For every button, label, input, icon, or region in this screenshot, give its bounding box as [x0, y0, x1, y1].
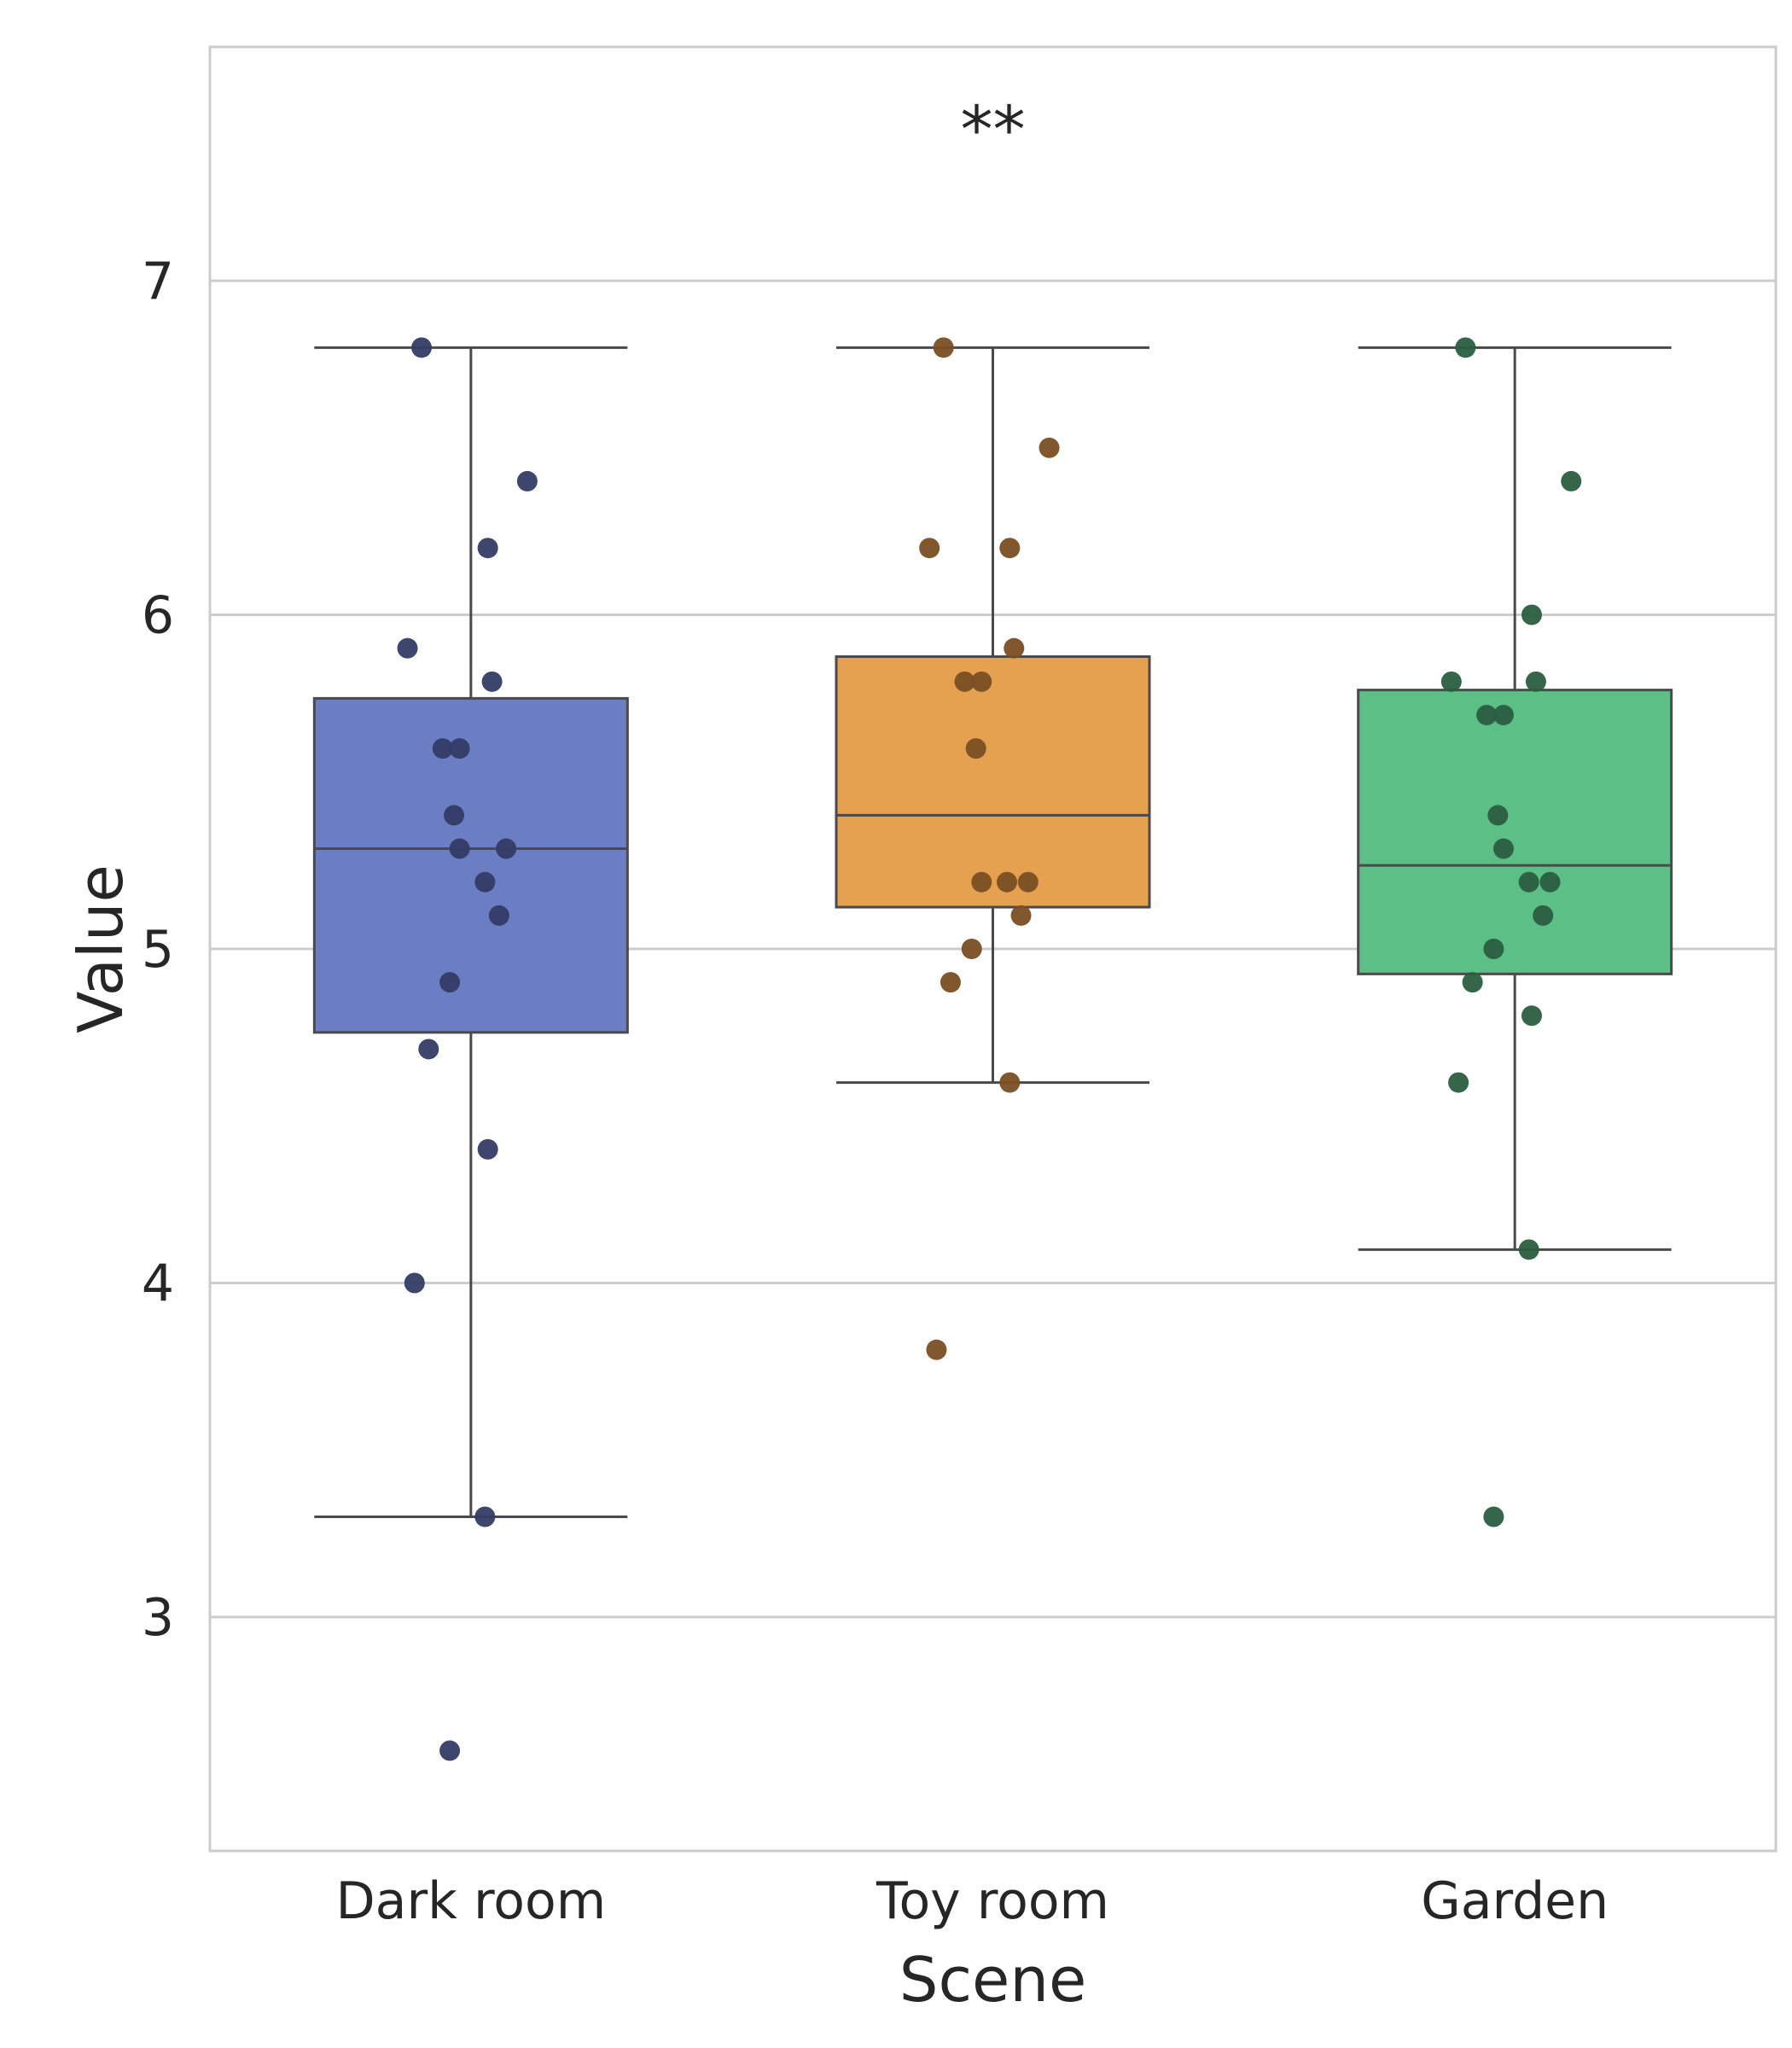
data-point — [1017, 871, 1039, 893]
data-point — [477, 1138, 498, 1160]
data-point — [488, 905, 509, 926]
data-point — [1448, 1072, 1469, 1093]
data-point — [1525, 671, 1546, 692]
data-point — [1462, 972, 1483, 993]
significance-annotation: ** — [961, 91, 1026, 167]
data-point — [1476, 704, 1498, 725]
data-point — [1455, 337, 1476, 358]
y-tick-label: 7 — [142, 252, 174, 311]
data-point — [1010, 905, 1032, 926]
y-axis-title: Value — [65, 864, 137, 1033]
data-point — [919, 538, 940, 559]
data-point — [1483, 939, 1504, 959]
data-point — [1521, 604, 1542, 625]
data-point — [1518, 1239, 1539, 1260]
data-point — [444, 805, 465, 826]
data-point — [411, 337, 433, 358]
data-point — [1492, 838, 1514, 859]
data-point — [999, 1072, 1021, 1093]
data-point — [516, 470, 538, 492]
data-point — [1539, 871, 1561, 893]
data-point — [933, 337, 954, 358]
data-point — [477, 538, 498, 559]
data-point — [439, 1740, 461, 1761]
x-tick-labels: Dark room Toy room Garden — [335, 1871, 1609, 1931]
data-point — [1492, 704, 1514, 725]
data-point — [449, 738, 470, 759]
plot-area-frame — [208, 45, 1777, 1853]
data-point — [481, 671, 503, 692]
box-dark-room — [312, 696, 629, 1034]
x-axis-title: Scene — [899, 1944, 1087, 2016]
y-tick-labels: 3 4 5 6 7 — [142, 252, 174, 1648]
data-point — [1561, 470, 1582, 492]
data-point — [1440, 671, 1462, 692]
y-tick-label: 6 — [142, 586, 174, 646]
data-point — [965, 738, 986, 759]
box-toy-room — [835, 655, 1151, 909]
x-tick-label: Toy room — [876, 1871, 1109, 1931]
x-tick-label: Dark room — [335, 1871, 606, 1931]
data-point — [1533, 905, 1554, 926]
data-point — [940, 972, 961, 993]
data-point — [449, 838, 470, 859]
data-point — [496, 838, 517, 859]
data-point — [961, 939, 982, 959]
data-point — [971, 671, 992, 692]
data-point — [926, 1339, 947, 1360]
box-garden — [1357, 689, 1673, 975]
data-point — [418, 1039, 439, 1060]
data-point — [1518, 871, 1539, 893]
data-point — [397, 637, 418, 659]
y-tick-label: 4 — [142, 1254, 174, 1313]
data-point — [474, 871, 496, 893]
y-tick-label: 3 — [142, 1588, 174, 1648]
y-tick-label: 5 — [142, 920, 174, 980]
data-point — [404, 1272, 425, 1294]
data-points — [397, 337, 1582, 1761]
data-point — [997, 871, 1018, 893]
data-point — [1483, 1506, 1504, 1527]
data-point — [1521, 1005, 1542, 1027]
data-point — [1487, 805, 1509, 826]
data-point — [474, 1506, 496, 1527]
data-point — [1004, 637, 1025, 659]
data-point — [439, 972, 461, 993]
data-point — [954, 671, 975, 692]
data-point — [971, 871, 992, 893]
boxes — [312, 346, 1673, 1519]
data-point — [1039, 437, 1060, 458]
data-point — [432, 738, 453, 759]
x-tick-label: Garden — [1421, 1871, 1609, 1931]
data-point — [999, 538, 1021, 559]
